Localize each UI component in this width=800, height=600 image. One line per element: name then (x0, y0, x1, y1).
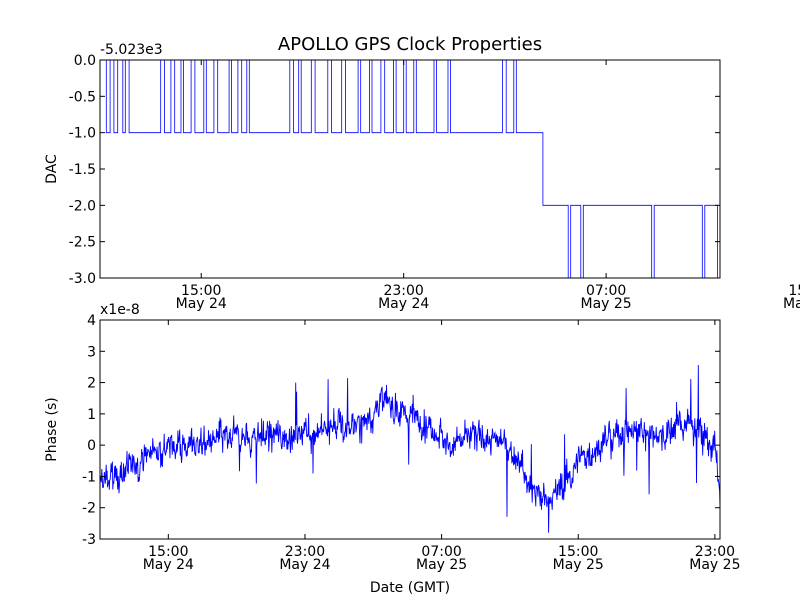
x-tick-date-label: May 24 (279, 557, 330, 573)
x-tick-date-label: May 24 (378, 296, 429, 312)
x-tick-time-label: 23:00 (695, 544, 735, 560)
dac-y-label: DAC (44, 154, 60, 184)
x-tick-time-label: 15:00 (148, 544, 188, 560)
x-tick-date-label: May 24 (143, 557, 194, 573)
x-tick-time-label: 15:00 (181, 283, 221, 299)
x-tick-time-label: 15:00 (558, 544, 598, 560)
x-tick-time-label: 07:00 (421, 544, 461, 560)
chart-title: APOLLO GPS Clock Properties (278, 34, 542, 55)
y-tick-label: -0.5 (69, 89, 96, 105)
x-tick-date-label: May 25 (783, 296, 800, 312)
dac-y-axis: 0.0 -0.5 -1.0 -1.5 -2.0 -2.5 -3.0 (69, 53, 720, 287)
x-tick-time-label: 23:00 (383, 283, 423, 299)
y-tick-label: -3.0 (69, 271, 96, 287)
y-tick-label: -1.0 (69, 126, 96, 142)
y-tick-label: -3 (82, 532, 96, 548)
x-tick-time-label: 15:00 (788, 283, 800, 299)
phase-offset-text: x1e-8 (100, 302, 140, 318)
y-tick-label: 0 (87, 438, 96, 454)
y-tick-label: -2.5 (69, 235, 96, 251)
phase-series (100, 364, 720, 533)
x-tick-date-label: May 25 (416, 557, 467, 573)
x-tick-date-label: May 24 (176, 296, 227, 312)
y-tick-label: 3 (87, 344, 96, 360)
x-tick-date-label: May 25 (689, 557, 740, 573)
phase-x-label: Date (GMT) (370, 580, 450, 596)
x-tick-time-label: 23:00 (285, 544, 325, 560)
phase-plot-frame (99, 319, 721, 540)
phase-y-label: Phase (s) (44, 397, 60, 461)
y-tick-label: 4 (87, 313, 96, 329)
x-tick-date-label: May 25 (553, 557, 604, 573)
y-tick-label: -1.5 (69, 162, 96, 178)
y-tick-label: -2.0 (69, 198, 96, 214)
y-tick-label: 0.0 (74, 53, 96, 69)
y-tick-label: -1 (82, 469, 96, 485)
phase-series-line (100, 364, 720, 533)
y-tick-label: 2 (87, 376, 96, 392)
y-tick-label: -2 (82, 501, 96, 517)
dac-offset-text: -5.023e3 (100, 42, 163, 58)
x-tick-date-label: May 25 (581, 296, 632, 312)
x-tick-time-label: 07:00 (586, 283, 626, 299)
y-tick-label: 1 (87, 407, 96, 423)
phase-y-axis: 4 3 2 1 0 -1 -2 -3 (82, 313, 720, 548)
